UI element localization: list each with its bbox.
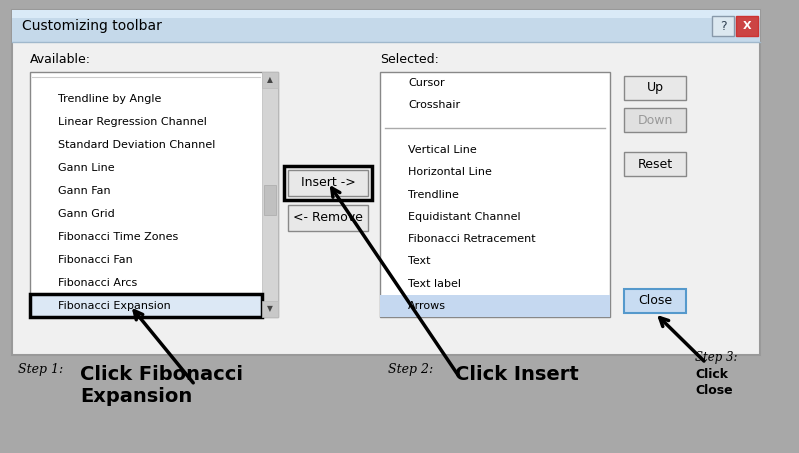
Bar	[284, 165, 372, 199]
Text: Fibonacci Fan: Fibonacci Fan	[58, 255, 133, 265]
FancyBboxPatch shape	[624, 152, 686, 176]
Bar	[262, 72, 278, 88]
Text: Step 1:: Step 1:	[18, 363, 63, 376]
Text: Down: Down	[638, 114, 673, 126]
Text: Close: Close	[638, 294, 672, 308]
Text: Linear Regression Channel: Linear Regression Channel	[58, 117, 207, 127]
Text: Available:: Available:	[30, 53, 91, 66]
Text: Trendline by Angle: Trendline by Angle	[58, 94, 161, 105]
Bar	[12, 10, 760, 355]
FancyBboxPatch shape	[624, 289, 686, 313]
Bar	[30, 294, 262, 317]
Text: Fibonacci Expansion: Fibonacci Expansion	[58, 300, 171, 311]
Text: <- Remove: <- Remove	[293, 211, 363, 224]
Bar	[380, 72, 610, 317]
Bar	[262, 72, 278, 317]
Text: Standard Deviation Channel: Standard Deviation Channel	[58, 140, 216, 150]
Text: Vertical Line: Vertical Line	[408, 145, 477, 155]
Text: ▲: ▲	[267, 76, 273, 85]
Text: Horizontal Line: Horizontal Line	[408, 167, 492, 177]
FancyBboxPatch shape	[624, 76, 686, 100]
Text: Arrows: Arrows	[408, 301, 446, 311]
Text: Fibonacci Time Zones: Fibonacci Time Zones	[58, 232, 178, 242]
Text: ▼: ▼	[267, 304, 273, 313]
Text: Gann Fan: Gann Fan	[58, 186, 110, 196]
Text: Selected:: Selected:	[380, 53, 439, 66]
Text: Text label: Text label	[408, 279, 461, 289]
Text: X: X	[743, 21, 751, 31]
Bar	[380, 295, 610, 317]
Text: Trendline: Trendline	[408, 189, 459, 199]
Text: Equidistant Channel: Equidistant Channel	[408, 212, 521, 222]
Text: Reset: Reset	[638, 158, 673, 170]
FancyBboxPatch shape	[736, 16, 758, 36]
Text: Click Insert: Click Insert	[455, 365, 578, 384]
Text: Step 2:: Step 2:	[388, 363, 433, 376]
FancyBboxPatch shape	[712, 16, 734, 36]
Text: Fibonacci Arcs: Fibonacci Arcs	[58, 278, 137, 288]
Text: Up: Up	[646, 82, 663, 95]
Bar	[262, 301, 278, 317]
Bar	[30, 72, 278, 317]
FancyBboxPatch shape	[288, 204, 368, 231]
Text: Cursor: Cursor	[408, 78, 444, 88]
Text: ?: ?	[720, 19, 726, 33]
Text: Customizing toolbar: Customizing toolbar	[22, 19, 162, 33]
FancyBboxPatch shape	[624, 108, 686, 132]
Bar	[264, 185, 276, 215]
Bar	[12, 10, 760, 42]
Bar	[12, 10, 760, 18]
Text: Click
Close: Click Close	[695, 368, 733, 397]
Text: Fibonacci Retracement: Fibonacci Retracement	[408, 234, 535, 244]
Text: Text: Text	[408, 256, 431, 266]
Text: Gann Line: Gann Line	[58, 163, 114, 173]
Text: Step 3:: Step 3:	[695, 351, 737, 364]
Text: Gann Grid: Gann Grid	[58, 209, 115, 219]
Text: Click Fibonacci
Expansion: Click Fibonacci Expansion	[80, 365, 243, 406]
Text: Crosshair: Crosshair	[408, 101, 460, 111]
FancyBboxPatch shape	[288, 169, 368, 196]
Text: Insert ->: Insert ->	[300, 176, 356, 189]
